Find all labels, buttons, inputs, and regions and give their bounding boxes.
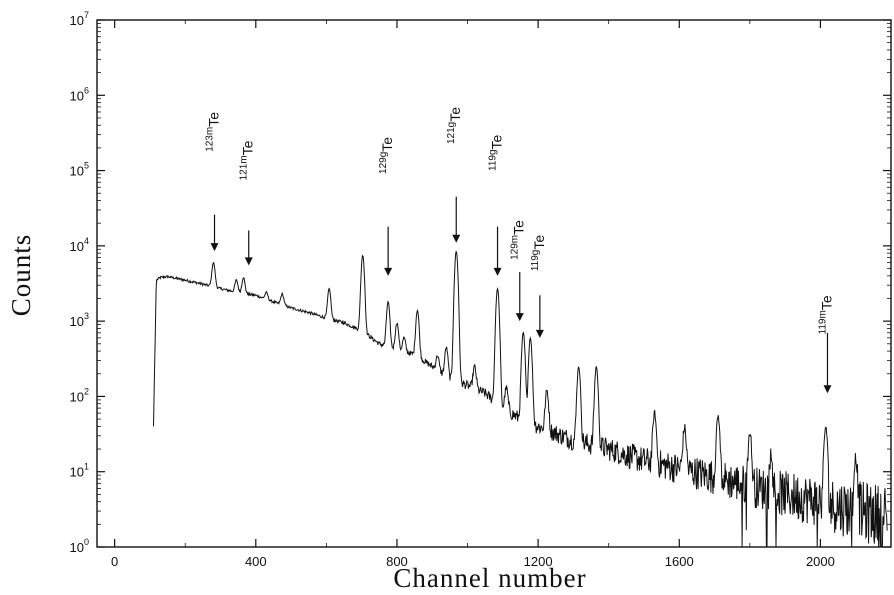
x-tick-label: 1200 — [524, 554, 553, 569]
peak-label-text: 119mTe — [817, 295, 834, 334]
x-tick-label: 400 — [245, 554, 267, 569]
x-tick-label: 800 — [386, 554, 408, 569]
peak-label: 119gTe — [488, 134, 505, 276]
peak-label-text: 121mTe — [239, 140, 256, 180]
y-tick-label: 103 — [70, 311, 89, 329]
peak-arrow-head — [244, 257, 253, 266]
y-tick-label: 100 — [70, 537, 89, 555]
peak-arrow-head — [515, 313, 524, 322]
y-axis-title: Counts — [6, 234, 36, 317]
x-tick-label: 0 — [111, 554, 118, 569]
spectrum-line — [153, 251, 888, 548]
plot-border — [96, 19, 892, 548]
peak-label-text: 119gTe — [488, 134, 505, 171]
peak-label: 121mTe — [239, 140, 256, 266]
x-axis-title: Channel number — [393, 563, 586, 593]
peak-label: 119mTe — [817, 295, 834, 394]
peak-arrow-head — [452, 234, 461, 243]
y-axis: 100 101 102 103 104 105 106 107 — [70, 10, 891, 555]
plot-frame — [96, 19, 892, 548]
peak-arrow-head — [384, 267, 393, 276]
x-tick-label: 2000 — [806, 554, 835, 569]
peak-label: 121gTe — [446, 107, 463, 243]
peak-arrow-head — [823, 385, 832, 394]
peak-arrow-head — [210, 243, 219, 252]
peak-label: 119gTe — [530, 235, 547, 338]
peak-label-text: 123mTe — [205, 112, 222, 152]
peak-annotations: 123mTe121mTe129gTe121gTe119gTe129mTe119g… — [205, 107, 834, 394]
peak-label-text: 129mTe — [510, 220, 527, 260]
x-tick-label: 1600 — [665, 554, 694, 569]
peak-label-text: 129gTe — [378, 137, 395, 174]
y-tick-label: 102 — [70, 386, 89, 404]
y-tick-label: 101 — [70, 462, 89, 480]
y-tick-label: 106 — [70, 85, 89, 103]
peak-label-text: 121gTe — [446, 107, 463, 144]
y-tick-label: 107 — [70, 10, 89, 28]
peak-label: 129gTe — [378, 137, 395, 276]
y-tick-label: 105 — [70, 161, 89, 179]
peak-label-text: 119gTe — [530, 235, 547, 272]
peak-label: 129mTe — [510, 220, 527, 322]
y-tick-label: 104 — [70, 236, 89, 254]
peak-label: 123mTe — [205, 112, 222, 252]
peak-arrow-head — [493, 267, 502, 276]
peak-arrow-head — [535, 329, 544, 338]
x-axis: 0 400 800 1200 1600 2000 — [111, 20, 835, 569]
